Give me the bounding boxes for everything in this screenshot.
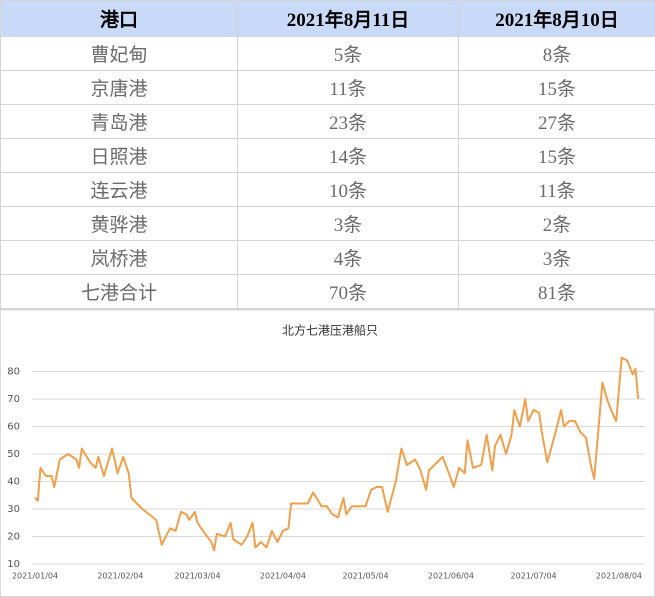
x-tick-label: 2021/04/04 (260, 572, 306, 581)
header-cell: 2021年8月11日 (238, 1, 459, 37)
table-cell: 黄骅港 (1, 207, 238, 241)
x-tick-label: 2021/07/04 (511, 572, 557, 581)
x-tick-label: 2021/05/04 (342, 572, 388, 581)
table-cell: 日照港 (1, 139, 238, 173)
table-cell: 连云港 (1, 173, 238, 207)
table-cell: 2条 (459, 207, 655, 241)
table-cell: 15条 (459, 139, 655, 173)
table-cell: 14条 (238, 139, 459, 173)
table-cell: 曹妃甸 (1, 37, 238, 71)
table-cell: 3条 (459, 241, 655, 275)
table-cell: 七港合计 (1, 275, 238, 309)
table-cell: 京唐港 (1, 71, 238, 105)
y-tick-label: 20 (7, 532, 20, 543)
table-cell: 27条 (459, 105, 655, 139)
y-tick-label: 30 (7, 504, 20, 515)
header-cell: 港口 (1, 1, 238, 37)
table-cell: 3条 (238, 207, 459, 241)
chart: 北方七港压港船只 10 20 30 40 50 60 70 80 2021/01/04 2021/… (0, 309, 655, 597)
y-tick-label: 10 (7, 559, 20, 570)
y-tick-label: 80 (7, 367, 20, 378)
table-cell: 5条 (238, 37, 459, 71)
x-tick-label: 2021/06/04 (428, 572, 474, 581)
x-tick-label: 2021/08/04 (596, 572, 642, 581)
table-cell: 4条 (238, 241, 459, 275)
chart-border (1, 310, 655, 597)
table-cell: 81条 (459, 275, 655, 309)
y-tick-label: 70 (7, 394, 20, 405)
table-cell: 10条 (238, 173, 459, 207)
y-tick-label: 60 (7, 422, 20, 433)
table-cell: 11条 (238, 71, 459, 105)
table-cell: 70条 (238, 275, 459, 309)
table-cell: 8条 (459, 37, 655, 71)
x-tick-label: 2021/02/04 (97, 572, 143, 581)
table-cell: 15条 (459, 71, 655, 105)
x-tick-label: 2021/03/04 (174, 572, 220, 581)
table-cell: 23条 (238, 105, 459, 139)
chart-title: 北方七港压港船只 (282, 323, 378, 338)
y-tick-label: 40 (7, 477, 20, 488)
table-cell: 11条 (459, 173, 655, 207)
table-cell: 青岛港 (1, 105, 238, 139)
table-cell: 岚桥港 (1, 241, 238, 275)
x-tick-label: 2021/01/04 (12, 572, 58, 581)
y-tick-label: 50 (7, 449, 20, 460)
header-cell: 2021年8月10日 (459, 1, 655, 37)
